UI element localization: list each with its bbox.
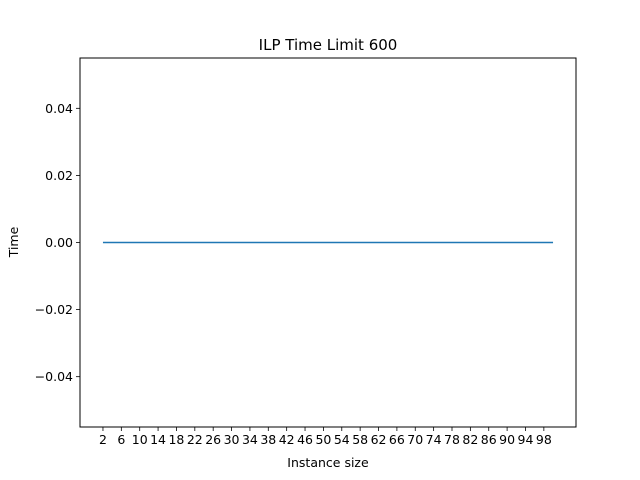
x-tick-label: 54 (334, 432, 350, 447)
x-tick-label: 70 (407, 432, 423, 447)
x-tick-label: 30 (224, 432, 240, 447)
x-axis-label: Instance size (287, 455, 369, 470)
x-tick-label: 50 (315, 432, 331, 447)
x-tick-label: 26 (205, 432, 221, 447)
y-tick-label: 0.00 (45, 235, 73, 250)
x-tick-label: 98 (536, 432, 552, 447)
x-tick-label: 6 (117, 432, 125, 447)
x-tick-label: 82 (462, 432, 478, 447)
x-tick-label: 38 (260, 432, 276, 447)
y-tick-label: 0.04 (45, 101, 73, 116)
x-tick-label: 74 (426, 432, 442, 447)
y-tick-label: 0.02 (45, 168, 73, 183)
x-tick-label: 46 (297, 432, 313, 447)
x-tick-label: 90 (499, 432, 515, 447)
chart-title: ILP Time Limit 600 (259, 36, 398, 54)
x-tick-label: 58 (352, 432, 368, 447)
x-tick-label: 2 (99, 432, 107, 447)
x-tick-label: 14 (150, 432, 166, 447)
x-tick-label: 42 (279, 432, 295, 447)
y-axis: −0.04 −0.02 0.00 0.02 0.04 (35, 101, 80, 384)
x-tick-label: 10 (132, 432, 148, 447)
x-tick-label: 62 (371, 432, 387, 447)
x-tick-label: 18 (168, 432, 184, 447)
x-tick-label: 78 (444, 432, 460, 447)
x-tick-label: 34 (242, 432, 258, 447)
x-tick-label: 66 (389, 432, 405, 447)
x-axis: 2 6 10 14 18 22 26 30 34 38 42 46 50 54 58 62 66 70 74 78 82… (99, 427, 552, 447)
y-tick-label: −0.02 (35, 302, 73, 317)
y-axis-label: Time (6, 226, 21, 258)
x-tick-label: 94 (518, 432, 534, 447)
y-tick-label: −0.04 (35, 369, 73, 384)
x-tick-label: 22 (187, 432, 203, 447)
x-tick-label: 86 (481, 432, 497, 447)
